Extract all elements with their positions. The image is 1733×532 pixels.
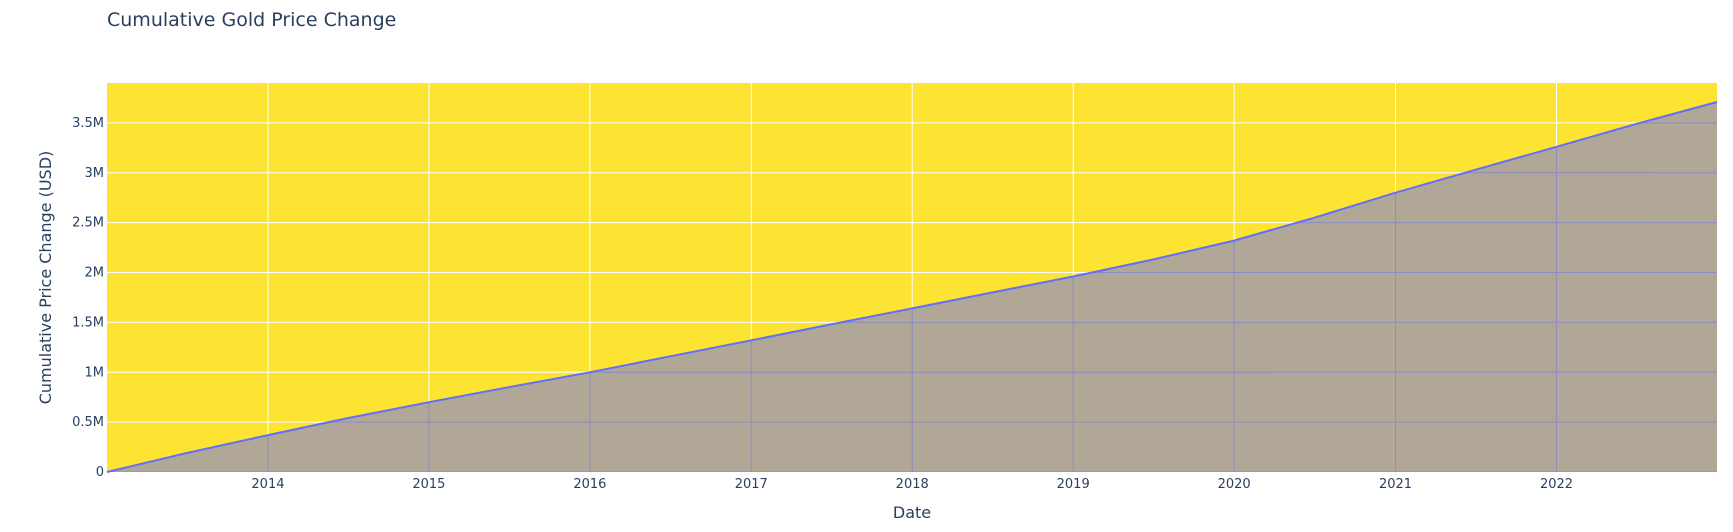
y-tick-label: 1M <box>85 365 105 380</box>
x-tick-label: 2017 <box>735 477 768 492</box>
x-tick-label: 2019 <box>1057 477 1090 492</box>
y-tick-label: 0 <box>96 465 104 480</box>
chart-title: Cumulative Gold Price Change <box>107 9 396 31</box>
y-tick-label: 2M <box>85 266 105 281</box>
y-axis-ticks: 0 0.5M 1M 1.5M 2M 2.5M 3M 3.5M <box>72 116 104 480</box>
x-tick-label: 2016 <box>573 477 606 492</box>
area-fill <box>107 102 1717 472</box>
x-tick-label: 2021 <box>1379 477 1412 492</box>
x-axis-title: Date <box>893 503 931 522</box>
y-tick-label: 1.5M <box>72 315 104 330</box>
x-tick-label: 2022 <box>1540 477 1573 492</box>
x-tick-label: 2015 <box>412 477 445 492</box>
x-tick-label: 2018 <box>896 477 929 492</box>
x-tick-label: 2020 <box>1218 477 1251 492</box>
y-tick-label: 3.5M <box>72 116 104 131</box>
y-tick-label: 2.5M <box>72 216 104 231</box>
x-tick-label: 2014 <box>251 477 284 492</box>
series-line <box>106 101 1718 473</box>
y-axis-title: Cumulative Price Change (USD) <box>36 151 55 405</box>
y-tick-label: 0.5M <box>72 415 104 430</box>
x-axis-ticks: 2014 2015 2016 2017 2018 2019 2020 2021 2022 <box>251 477 1573 492</box>
y-tick-label: 3M <box>85 166 105 181</box>
